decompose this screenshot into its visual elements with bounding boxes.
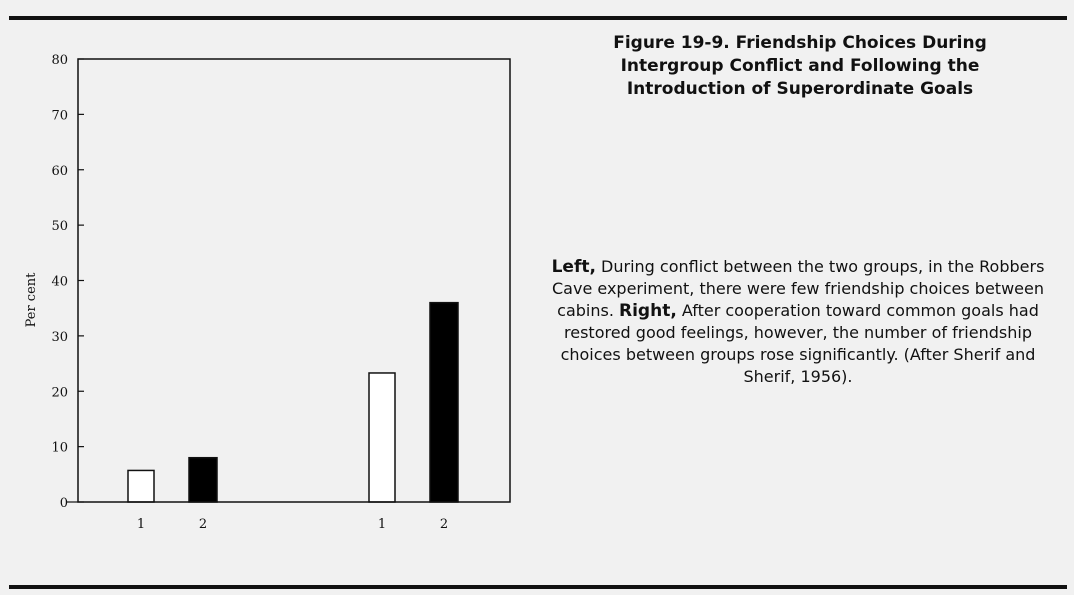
x-tick-label: 1 bbox=[378, 517, 386, 532]
figure-caption: Left, During conflict between the two gr… bbox=[537, 256, 1059, 388]
caption-left-text: During conflict between the two groups, … bbox=[552, 257, 1045, 320]
plot-frame bbox=[77, 58, 511, 503]
bar-group-right-2 bbox=[429, 301, 459, 503]
y-tick-label: 40 bbox=[51, 275, 68, 290]
bar-group-left-1 bbox=[127, 469, 155, 503]
bar-group-right-1 bbox=[368, 372, 396, 503]
y-axis: 0 10 20 30 40 50 60 70 80 bbox=[51, 53, 84, 511]
x-tick-label: 1 bbox=[137, 517, 145, 532]
y-tick-label: 30 bbox=[51, 330, 68, 345]
bars bbox=[127, 301, 459, 503]
bar-group-left-2 bbox=[188, 456, 218, 503]
x-tick-label: 2 bbox=[199, 517, 207, 532]
y-tick-label: 50 bbox=[51, 219, 68, 234]
y-tick-label: 20 bbox=[51, 385, 68, 400]
caption-right-text: After cooperation toward common goals ha… bbox=[560, 301, 1039, 386]
y-tick-label: 0 bbox=[60, 496, 68, 511]
x-axis-labels: 1 2 1 2 bbox=[137, 517, 448, 532]
caption-right-label: Right, bbox=[619, 301, 677, 321]
bottom-rule bbox=[9, 585, 1067, 589]
y-tick-label: 80 bbox=[51, 53, 68, 68]
x-tick-label: 2 bbox=[440, 517, 448, 532]
y-axis-label: Per cent bbox=[24, 272, 39, 328]
figure-title: Figure 19-9. Friendship Choices During I… bbox=[613, 33, 987, 99]
caption-left-label: Left, bbox=[551, 257, 596, 277]
bar-chart: 0 10 20 30 40 50 60 70 80 1 2 1 2 Per cent bbox=[24, 53, 511, 532]
top-rule bbox=[9, 16, 1067, 20]
y-tick-label: 60 bbox=[51, 164, 68, 179]
y-tick-label: 70 bbox=[51, 108, 68, 123]
y-tick-label: 10 bbox=[51, 441, 68, 456]
